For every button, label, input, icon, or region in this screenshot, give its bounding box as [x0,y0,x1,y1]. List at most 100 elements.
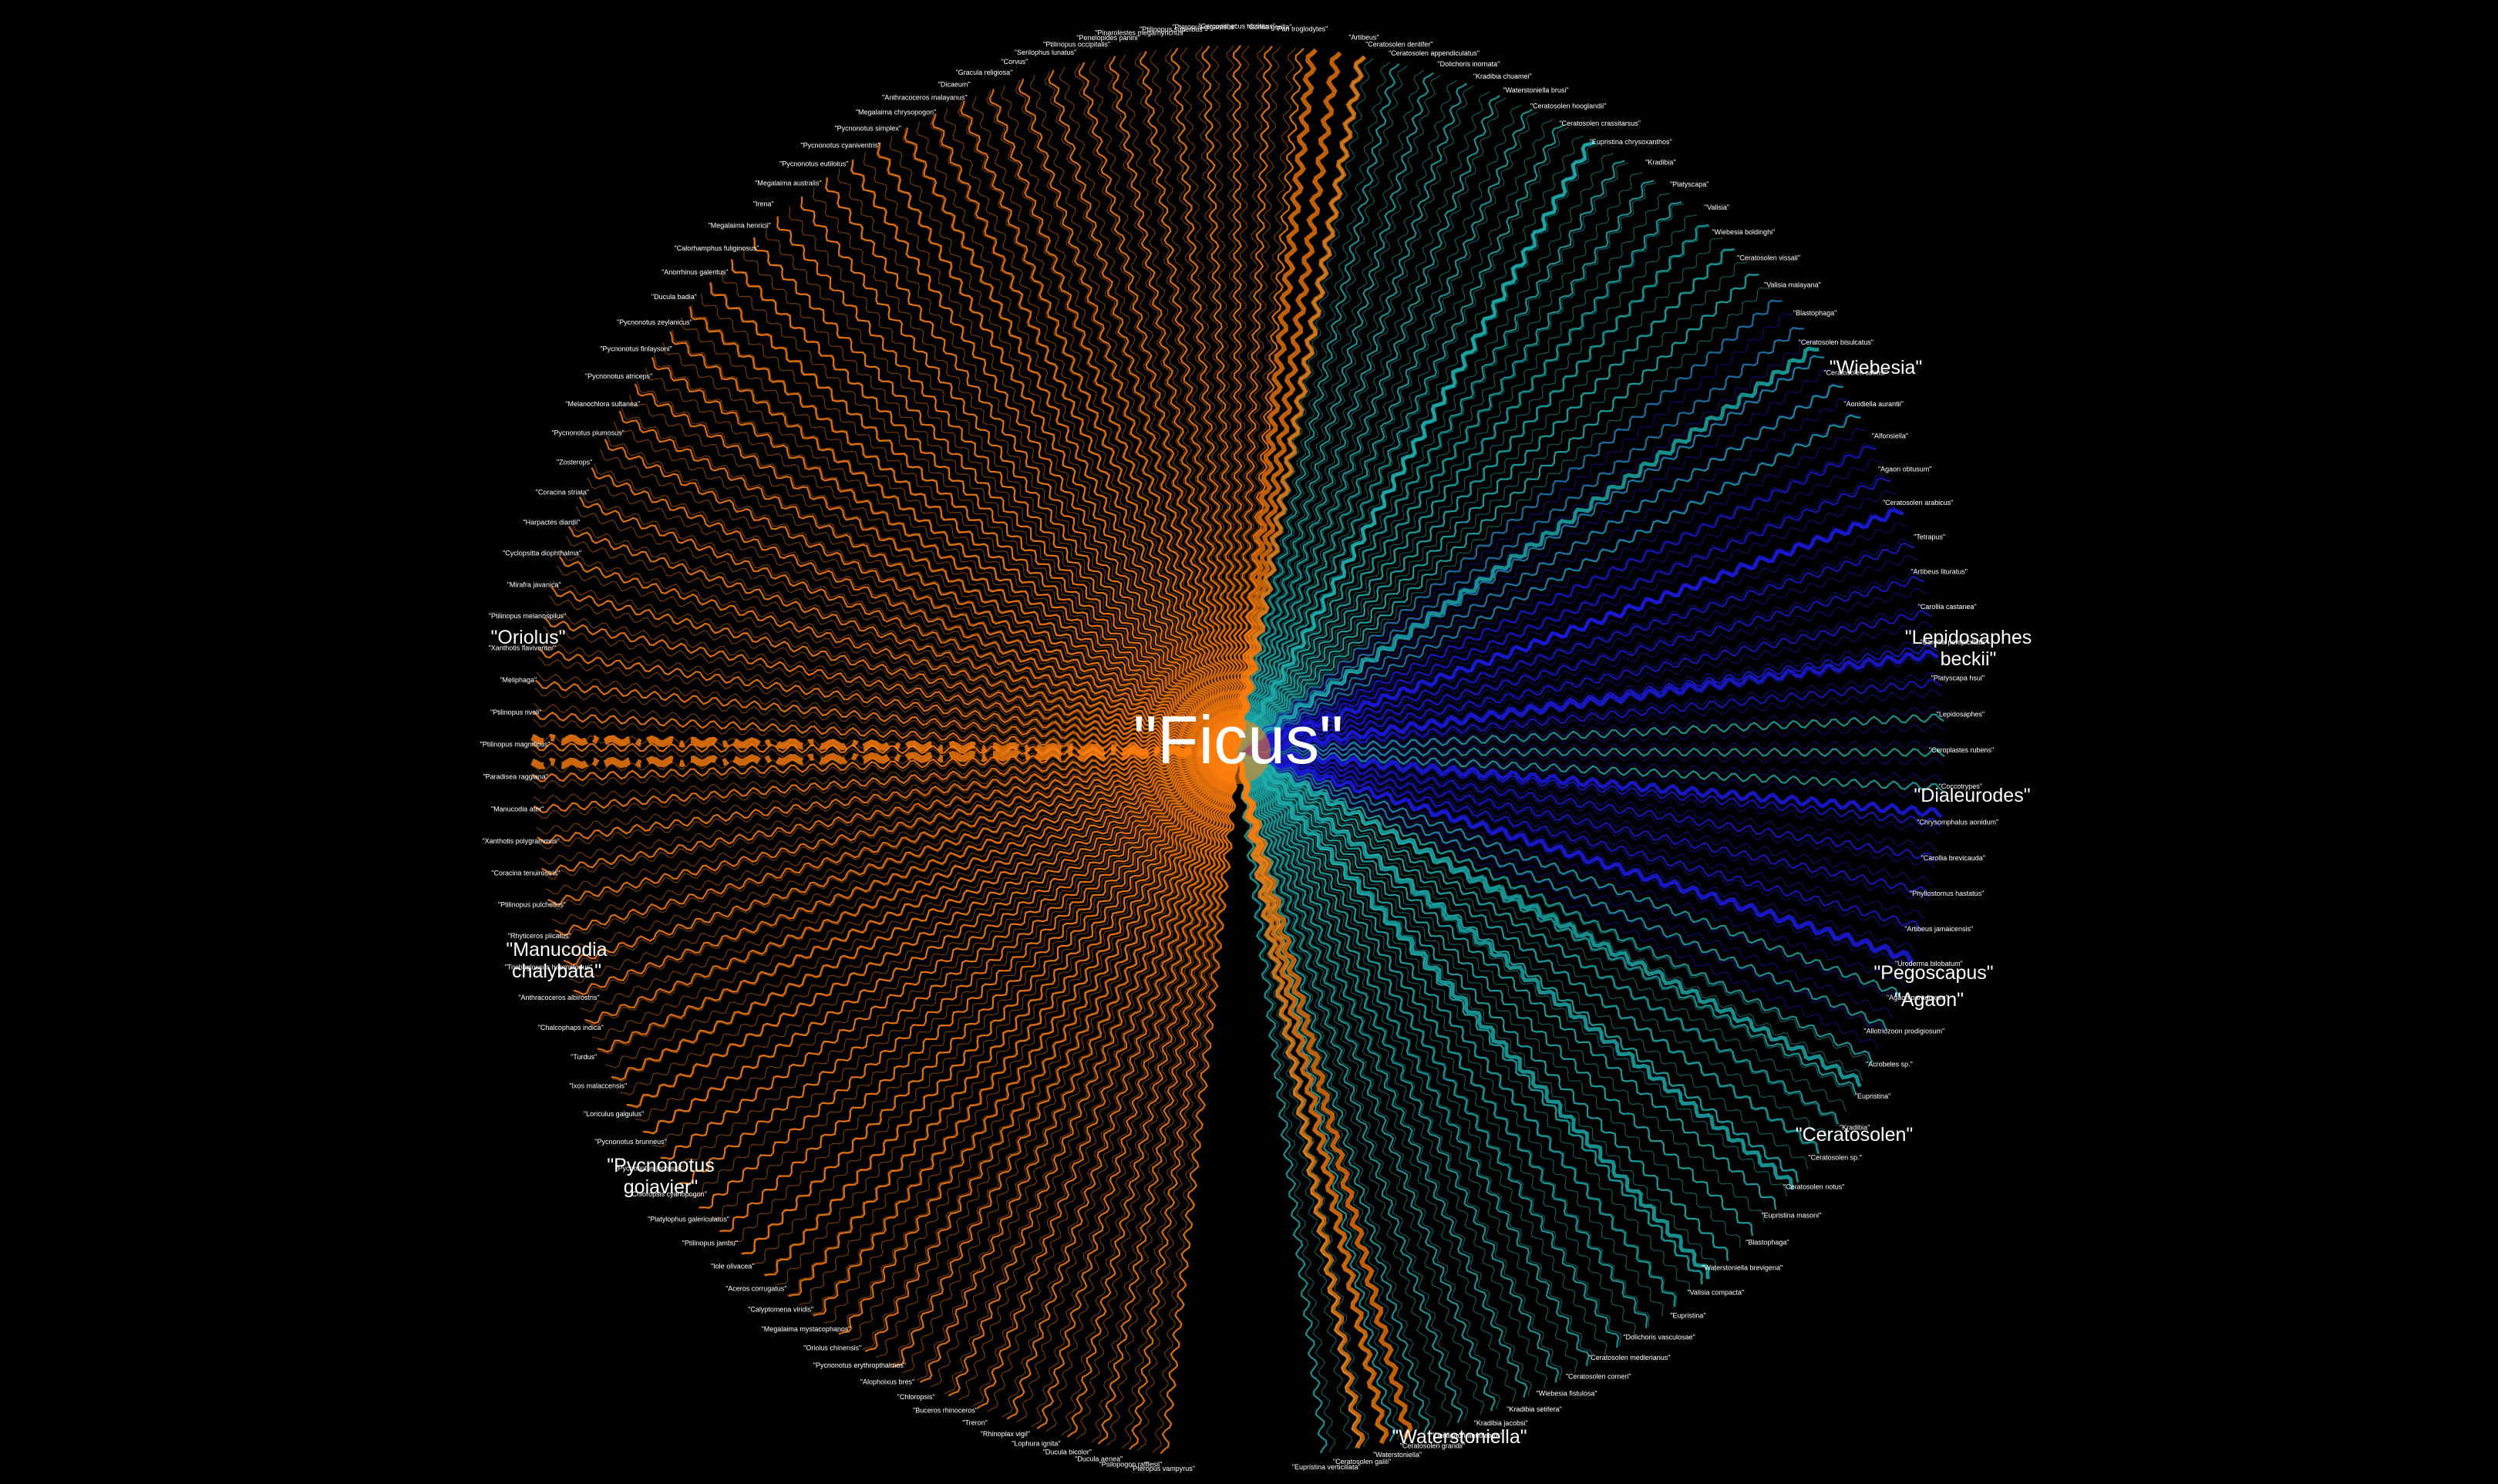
edge-left-fill [972,751,1239,1407]
node-label: "Pteropus giganteus" [1172,23,1237,31]
edge-left-fill [1029,75,1239,752]
edge-right [1237,124,1564,752]
node-label: "Harpactes diardii" [523,519,580,527]
node-label: "Ptilinopus superbus" [1140,25,1205,33]
edge-left-fill [635,751,1239,1122]
highlighted-node-label: "Oriolus" [491,627,566,648]
edge-right [1237,750,1937,863]
node-label: "Paradisea raggiana" [483,773,547,781]
node-label: "Ducula aenea" [1075,1455,1123,1462]
edge-left [688,306,1239,752]
node-label: "Tetrapus" [1914,533,1945,540]
edge-left [1140,51,1240,752]
edge-left [604,439,1239,752]
node-label: "Eupristina" [1670,1312,1705,1320]
node-label: "Lophura ignita" [1012,1440,1060,1448]
edge-right-fill [1237,61,1391,752]
highlighted-node-label: "Manucodia chalybata" [506,939,607,982]
edge-right [1237,751,1560,1383]
edge-left [960,100,1240,752]
node-label: "Megalaima australis" [755,180,821,187]
edge-left-fill [606,435,1239,752]
edge-left-fill [729,751,1239,1243]
edge-left-fill [575,506,1239,752]
edge-left-fill [1044,70,1239,752]
node-label: "Ceratosolen grandii" [1400,1442,1465,1450]
node-label: "Valisia malayana" [1764,281,1821,289]
edge-left [567,526,1239,753]
node-label: "Ceroplastes rubens" [1929,746,1994,754]
node-label: "Gorilla gorilla" [1247,23,1292,31]
edge-left [838,751,1239,1335]
edge-right-fill [1237,237,1723,752]
edge-right-fill [1237,300,1783,752]
edge-left-fill [570,520,1239,752]
edge-left-fill [799,751,1239,1305]
edge-left-fill [536,671,1239,752]
edge-left-fill [719,751,1239,1232]
edge-left-fill [775,751,1239,1286]
node-label: "Serilophus lunatus" [1015,49,1076,56]
edge-left-fill [604,751,1239,1068]
node-label: "Alfonsiella" [1872,432,1908,440]
edge-left [764,751,1239,1277]
edge-right-fill [1237,751,1932,887]
edge-right-fill [1237,85,1474,752]
edge-right-fill [1237,554,1918,752]
node-label: "Alophoixus bres" [860,1378,914,1385]
edge-left-fill [651,751,1239,1148]
node-label: "Waterstoniella brevigena" [1702,1264,1783,1272]
edge-left-fill [545,611,1239,752]
edge-right-fill [1237,214,1698,752]
edge-left-fill [542,751,1239,880]
edge-right [1237,542,1915,753]
node-label: "Chloropsis cyanopogon" [629,1190,706,1198]
edge-right-fill [1237,126,1569,752]
node-label: "Ptilinopus melanospilus" [489,612,566,620]
node-label: "Coccotrypes" [1939,782,1982,790]
edge-left-fill [944,751,1239,1395]
edge-left [626,751,1239,1108]
edge-right-fill [1237,750,1944,783]
edge-left-fill [549,595,1239,752]
edge-right-fill [1237,740,1945,755]
highlighted-node-label: "Pycnonotus goiavier" [607,1155,715,1198]
edge-bundle-top [1236,48,1318,752]
edge-left-fill [875,751,1239,1358]
edge-left [531,749,1239,782]
edge-right-fill [1237,749,1945,766]
node-label: "Treron" [962,1419,988,1427]
edge-left [904,127,1239,752]
edge-left [651,357,1239,752]
node-label: "Platyscapa" [1670,180,1709,188]
node-label: "Trichoglossus haematodus" [505,963,593,971]
edge-left-fill [645,367,1239,752]
edge-right-fill [1237,412,1860,752]
node-label: "Zosterops" [557,459,592,466]
node-label: "Ceratosolen notus" [1783,1183,1844,1191]
edge-left-fill [591,751,1239,1041]
edge-right-fill [1237,111,1538,752]
edge-right-fill [1237,192,1671,752]
edge-right-fill [1237,751,1929,904]
edge-right-fill [1237,751,1938,853]
edge-left [977,751,1240,1409]
edge-left-fill [681,317,1239,752]
node-label: "Anorrhinus galeritus" [662,268,728,276]
edge-left-fill [721,270,1239,752]
edge-left [741,751,1239,1255]
edge-bundle-bottom [1236,751,1389,1445]
edge-bundle-wasp [1236,140,1596,753]
edge-right [1237,160,1625,752]
edge-left-fill [916,751,1239,1381]
edge-right-fill [1237,751,1678,1306]
node-label: "Oriolus chinensis" [803,1344,861,1352]
node-label: "Dicaeum" [938,80,971,88]
edge-right-fill [1237,458,1883,752]
node-label: "Ceratosolen crassitarsus" [1559,119,1640,127]
node-label: "Coracina tenuirostris" [491,869,560,877]
edge-left-fill [621,407,1239,752]
edge-right-fill [1237,66,1408,752]
edge-left-fill [543,625,1239,752]
